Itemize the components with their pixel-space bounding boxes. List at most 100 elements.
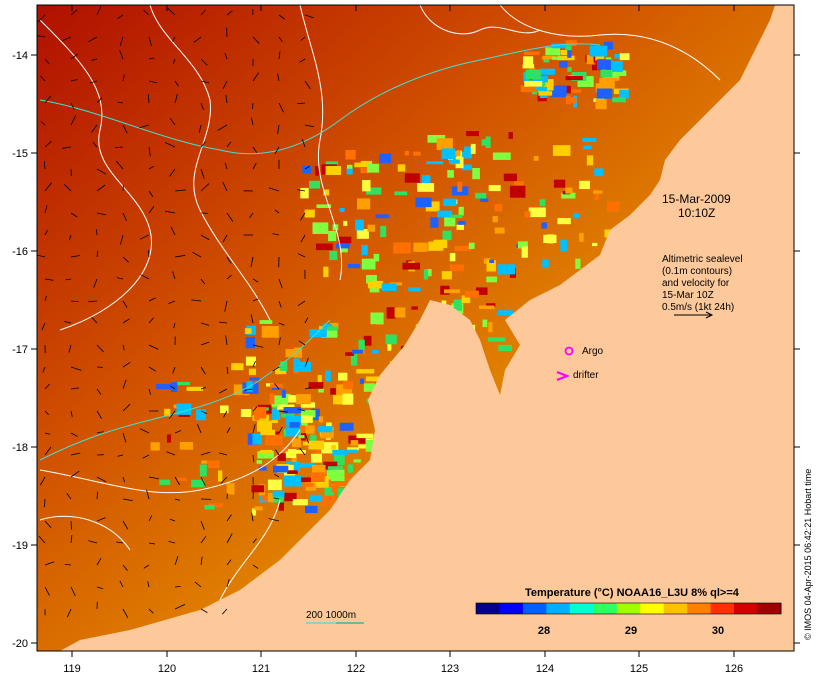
sst-patch <box>343 381 353 389</box>
velocity-arrow <box>252 406 258 412</box>
velocity-arrow <box>173 322 176 329</box>
sst-patch <box>300 410 316 418</box>
velocity-arrow <box>40 121 46 126</box>
sst-patch <box>600 70 613 78</box>
velocity-arrow <box>122 520 129 530</box>
velocity-arrow <box>96 212 107 216</box>
velocity-arrow <box>148 297 156 302</box>
velocity-arrow <box>278 426 283 434</box>
sst-patch <box>488 322 493 333</box>
velocity-arrow <box>252 298 259 302</box>
sst-patch <box>315 166 320 176</box>
velocity-arrow <box>164 142 176 148</box>
sst-patch <box>360 167 370 174</box>
sst-patch <box>565 45 572 51</box>
sst-patch <box>321 329 338 338</box>
sst-patch <box>327 326 338 331</box>
sst-patch <box>291 438 301 447</box>
sst-patch <box>339 208 345 213</box>
velocity-arrow <box>148 36 152 47</box>
sst-patch <box>331 449 348 456</box>
sst-patch <box>260 429 276 436</box>
velocity-arrow <box>96 344 104 353</box>
velocity-arrow <box>252 162 257 170</box>
sst-patch <box>503 173 517 182</box>
velocity-arrow <box>244 388 254 391</box>
velocity-arrow <box>272 366 280 372</box>
colorbar-swatch <box>546 603 571 614</box>
plot-area <box>37 5 794 651</box>
sst-patch <box>257 420 272 432</box>
sst-patch <box>331 445 336 450</box>
velocity-arrow <box>96 517 106 522</box>
velocity-arrow <box>143 9 150 16</box>
sst-patch <box>457 181 463 192</box>
sst-patch <box>538 91 553 96</box>
sst-patch <box>545 47 561 56</box>
sst-patch <box>550 86 567 98</box>
argo-marker-icon <box>564 346 574 356</box>
lat-tick-labels: -14 -15 -16 -17 -18 -19 -20 <box>12 50 28 650</box>
velocity-arrow <box>117 101 124 104</box>
velocity-arrow <box>70 387 80 390</box>
sst-patch <box>366 275 377 284</box>
velocity-arrow <box>91 58 98 61</box>
velocity-arrow <box>168 410 176 419</box>
sst-patch <box>201 460 208 464</box>
velocity-arrow <box>41 322 46 331</box>
drifter-marker-icon <box>556 370 570 382</box>
sst-patch <box>338 372 348 381</box>
velocity-arrow <box>122 74 125 82</box>
sst-patch <box>328 230 337 242</box>
velocity-arrow <box>62 36 72 41</box>
sst-patch <box>294 450 306 454</box>
velocity-arrow <box>139 124 150 129</box>
velocity-arrow <box>117 14 124 20</box>
sst-patch <box>542 55 557 60</box>
sst-patch <box>487 337 506 342</box>
sst-patch <box>597 59 611 70</box>
velocity-arrow <box>252 424 256 434</box>
velocity-arrow <box>200 386 207 390</box>
velocity-arrow <box>200 168 205 179</box>
velocity-arrow <box>200 102 204 110</box>
velocity-arrow <box>200 141 206 148</box>
sst-patch <box>426 269 432 277</box>
sst-patch <box>448 159 460 164</box>
sst-patch <box>517 241 528 249</box>
sst-patch <box>394 191 408 196</box>
sst-patch <box>293 361 311 372</box>
altimetry-line: (0.1m contours) <box>662 266 732 277</box>
sst-patch <box>523 56 534 66</box>
velocity-arrow <box>119 580 124 588</box>
sst-patch <box>567 47 572 58</box>
sst-patch <box>271 419 278 423</box>
sst-patch <box>595 83 606 93</box>
sst-patch <box>461 164 472 171</box>
sst-patch <box>233 384 250 396</box>
velocity-arrow <box>37 254 46 258</box>
sst-patch <box>292 499 308 506</box>
velocity-arrow <box>66 608 72 618</box>
sst-patch <box>524 81 543 87</box>
velocity-arrow <box>43 161 46 170</box>
velocity-arrow <box>200 278 206 285</box>
velocity-arrow <box>93 278 98 288</box>
velocity-arrow <box>88 540 98 544</box>
velocity-arrow <box>297 189 306 192</box>
sst-patch <box>361 244 368 256</box>
sst-patch <box>408 287 421 292</box>
sst-patch <box>281 389 286 398</box>
velocity-arrow <box>277 73 280 82</box>
sst-patch <box>265 434 283 446</box>
sst-patch <box>330 469 345 482</box>
sst-patch <box>612 97 626 103</box>
colorbar-frame <box>475 602 782 615</box>
velocity-arrow <box>44 498 46 508</box>
sst-patch <box>468 242 475 249</box>
sst-patch <box>557 218 571 225</box>
velocity-arrow <box>252 564 259 569</box>
velocity-arrow <box>174 604 186 610</box>
velocity-arrow <box>172 271 176 280</box>
sst-patch <box>375 214 389 219</box>
